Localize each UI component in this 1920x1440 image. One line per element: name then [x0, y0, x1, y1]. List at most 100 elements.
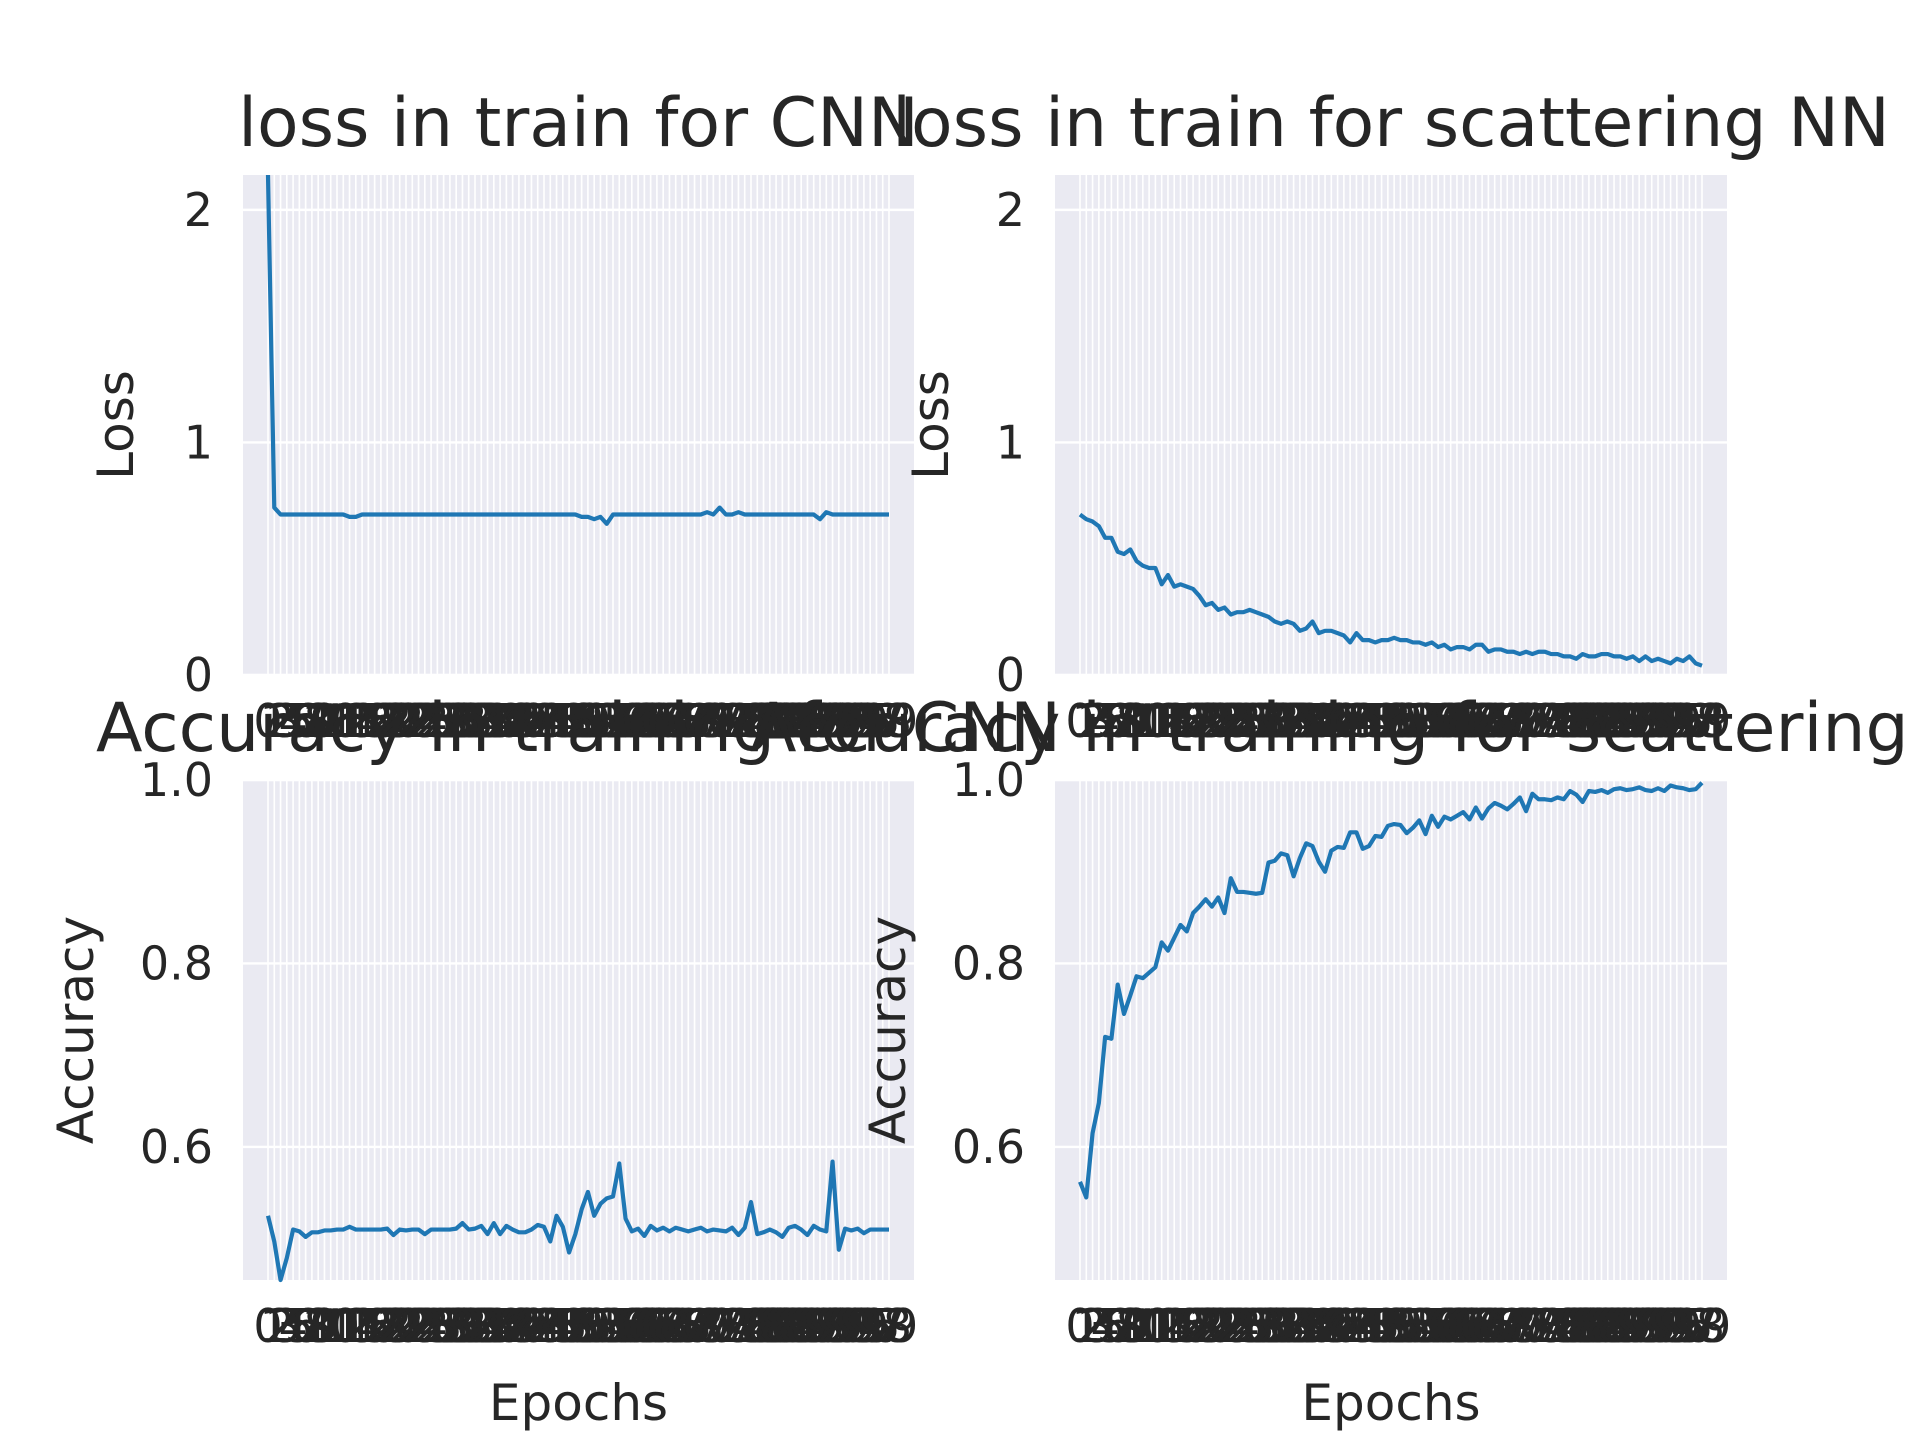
x-tick-label: 79 [1547, 694, 1606, 748]
x-tick-label: 42 [1315, 694, 1374, 748]
x-tick-label: 39 [483, 694, 542, 748]
x-tick-label: 94 [1641, 694, 1700, 748]
x-tick-label: 87 [784, 694, 843, 748]
x-tick-label: 73 [1509, 1299, 1568, 1353]
x-tick-label: 97 [1660, 694, 1719, 748]
x-tick-label: 87 [1597, 694, 1656, 748]
x-tick-label: 80 [741, 694, 800, 748]
x-tick-label: 44 [1327, 694, 1386, 748]
x-tick-label: 83 [1572, 1299, 1631, 1353]
x-tick-label: 32 [439, 694, 498, 748]
x-tick-label: 36 [1277, 1299, 1336, 1353]
x-tick-label: 37 [471, 694, 530, 748]
x-tick-label: 77 [1535, 694, 1594, 748]
accuracy-cnn-line [265, 1159, 889, 1283]
x-tick-label: 9 [1122, 694, 1151, 748]
x-tick-label: 34 [452, 1299, 511, 1353]
x-tick-label: 57 [1409, 694, 1468, 748]
chart-title: loss in train for scattering NN [892, 84, 1890, 163]
x-tick-label: 23 [383, 694, 442, 748]
x-tick-label: 71 [1497, 1299, 1556, 1353]
x-tick-label: 19 [1170, 694, 1229, 748]
x-tick-label: 55 [584, 694, 643, 748]
x-tick-label: 74 [1516, 1299, 1575, 1353]
x-tick-label: 29 [1233, 1299, 1292, 1353]
x-axis-label: Epochs [1301, 1374, 1480, 1432]
x-tick-label: 65 [1459, 1299, 1518, 1353]
subplot-loss-cnn: 012 012345678910111213141516171819202122… [87, 84, 919, 748]
x-tick-label: 39 [483, 1299, 542, 1353]
x-tick-label: 28 [1227, 694, 1286, 748]
y-tick-label: 0.6 [952, 1120, 1025, 1174]
x-tick-label: 31 [1245, 1299, 1304, 1353]
x-tick-label: 51 [559, 1299, 618, 1353]
x-tick-label: 13 [320, 694, 379, 748]
x-tick-label: 12 [314, 694, 373, 748]
x-tick-label: 62 [628, 1299, 687, 1353]
x-tick-label: 71 [1497, 694, 1556, 748]
x-tick-label: 20 [364, 694, 423, 748]
x-tick-label: 40 [490, 1299, 549, 1353]
x-tick-label: 19 [358, 1299, 417, 1353]
x-tick-label: 27 [1220, 1299, 1279, 1353]
x-tick-label: 61 [1434, 694, 1493, 748]
x-tick-label: 7 [1109, 1299, 1138, 1353]
x-tick-label: 20 [1176, 1299, 1235, 1353]
y-tick-label: 0.6 [140, 1120, 213, 1174]
x-tick-label: 44 [515, 694, 574, 748]
x-tick-label: 80 [741, 1299, 800, 1353]
y-tick-label: 2 [184, 183, 213, 237]
x-tick-label: 9 [310, 1299, 339, 1353]
x-tick-label: 76 [715, 694, 774, 748]
x-tick-label: 49 [546, 1299, 605, 1353]
x-tick-label: 44 [515, 1299, 574, 1353]
x-tick-label: 16 [339, 694, 398, 748]
grid [1055, 175, 1727, 677]
x-tick-label: 17 [345, 694, 404, 748]
x-tick-label: 26 [1214, 694, 1273, 748]
x-tick-label: 82 [753, 694, 812, 748]
x-tick-label: 54 [577, 694, 636, 748]
x-tick-label: 53 [571, 694, 630, 748]
y-tick-label: 1.0 [140, 753, 213, 807]
y-tick-label: 1 [184, 415, 213, 469]
x-tick-label: 26 [402, 1299, 461, 1353]
x-tick-label: 72 [1503, 694, 1562, 748]
x-tick-label: 26 [1214, 1299, 1273, 1353]
x-tick-label: 56 [1403, 694, 1462, 748]
x-tick-label: 18 [352, 694, 411, 748]
x-tick-label: 43 [1321, 1299, 1380, 1353]
x-tick-label: 84 [1578, 694, 1637, 748]
x-tick-label: 82 [753, 1299, 812, 1353]
x-tick-label: 47 [534, 694, 593, 748]
x-tick-label: 76 [1528, 1299, 1587, 1353]
x-tick-label: 37 [1283, 694, 1342, 748]
x-tick-label: 65 [646, 694, 705, 748]
x-tick-label: 75 [709, 1299, 768, 1353]
x-tick-label: 53 [1384, 1299, 1443, 1353]
x-tick-label: 25 [1208, 694, 1267, 748]
x-tick-label: 17 [1158, 694, 1217, 748]
y-axis-label: Accuracy [859, 916, 917, 1144]
x-tick-label: 97 [847, 1299, 906, 1353]
x-tick-label: 91 [1622, 1299, 1681, 1353]
y-tick-label: 1.0 [952, 753, 1025, 807]
x-tick-label: 32 [1252, 694, 1311, 748]
x-tick-label: 39 [1296, 1299, 1355, 1353]
x-tick-label: 22 [1189, 694, 1248, 748]
x-tick-label: 16 [1151, 1299, 1210, 1353]
x-tick-label: 65 [646, 1299, 705, 1353]
x-tick-label: 81 [747, 1299, 806, 1353]
x-tick-label: 3 [272, 694, 301, 748]
x-tick-label: 57 [596, 1299, 655, 1353]
x-tick-label: 52 [1377, 694, 1436, 748]
x-tick-label: 49 [1359, 1299, 1418, 1353]
x-tick-label: 81 [1560, 1299, 1619, 1353]
y-tick-labels: 0.6 0.8 1.0 [952, 753, 1025, 1174]
x-tick-label: 54 [1390, 694, 1449, 748]
x-tick-label: 98 [853, 1299, 912, 1353]
x-tick-label: 43 [1321, 694, 1380, 748]
x-tick-label: 87 [784, 1299, 843, 1353]
x-tick-label: 78 [728, 694, 787, 748]
x-tick-label: 95 [1648, 1299, 1707, 1353]
